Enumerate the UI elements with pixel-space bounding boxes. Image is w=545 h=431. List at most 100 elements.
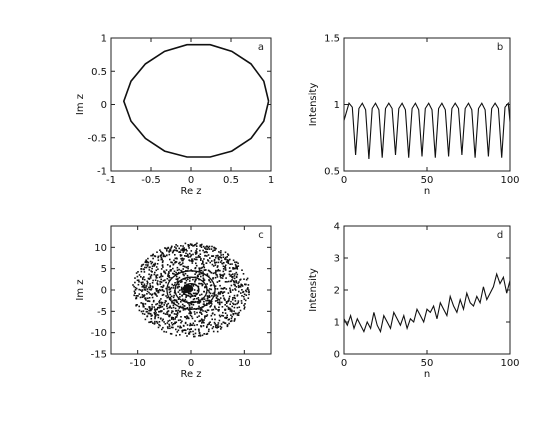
scatter-point xyxy=(177,271,180,274)
scatter-point xyxy=(142,281,144,284)
scatter-point xyxy=(156,288,158,290)
scatter-point xyxy=(233,319,236,321)
scatter-point xyxy=(142,268,145,270)
scatter-point xyxy=(195,252,198,255)
scatter-point xyxy=(208,323,210,325)
scatter-point xyxy=(236,295,239,297)
scatter-point xyxy=(164,255,166,258)
scatter-point xyxy=(230,320,233,322)
scatter-point xyxy=(179,293,181,295)
scatter-point xyxy=(152,254,154,257)
scatter-point xyxy=(138,293,141,295)
scatter-point xyxy=(161,294,164,296)
scatter-point xyxy=(219,269,221,272)
x-tick-label: 1 xyxy=(268,175,274,186)
scatter-point xyxy=(198,268,201,270)
scatter-point xyxy=(193,298,196,300)
x-axis-label: n xyxy=(424,369,430,380)
scatter-point xyxy=(156,322,159,324)
scatter-point xyxy=(231,305,233,308)
scatter-point xyxy=(238,281,240,283)
scatter-point xyxy=(146,290,149,293)
scatter-point xyxy=(173,270,176,273)
scatter-point xyxy=(187,256,190,258)
scatter-point xyxy=(185,248,187,251)
scatter-point xyxy=(177,319,180,322)
scatter-point xyxy=(230,284,233,287)
scatter-point xyxy=(187,244,189,246)
scatter-point xyxy=(200,309,202,312)
scatter-point xyxy=(141,277,144,279)
scatter-point xyxy=(219,284,221,287)
scatter-point xyxy=(207,269,210,272)
scatter-point xyxy=(210,305,212,307)
scatter-point xyxy=(140,268,142,270)
scatter-point xyxy=(212,277,214,279)
scatter-point xyxy=(230,280,232,282)
scatter-point xyxy=(207,330,210,333)
scatter-point xyxy=(231,309,233,312)
scatter-point xyxy=(165,287,167,290)
scatter-point xyxy=(214,247,216,249)
scatter-point xyxy=(244,283,246,286)
scatter-point xyxy=(235,280,237,282)
scatter-point xyxy=(148,277,150,280)
scatter-point xyxy=(151,314,153,317)
scatter-point xyxy=(156,251,158,253)
scatter-point xyxy=(233,294,236,297)
scatter-point xyxy=(232,268,234,270)
scatter-point xyxy=(181,280,183,282)
scatter-point xyxy=(216,295,219,297)
scatter-point xyxy=(160,310,162,312)
scatter-point xyxy=(232,273,234,275)
scatter-point xyxy=(151,294,153,296)
scatter-point xyxy=(161,328,163,331)
scatter-point xyxy=(218,303,221,305)
scatter-point xyxy=(174,246,176,248)
scatter-point xyxy=(157,314,160,316)
scatter-point xyxy=(197,256,199,258)
scatter-point xyxy=(145,287,147,289)
scatter-point xyxy=(225,261,228,263)
scatter-point xyxy=(160,281,163,284)
scatter-point xyxy=(194,281,196,283)
scatter-point xyxy=(178,262,180,265)
scatter-point xyxy=(202,261,204,264)
scatter-point xyxy=(160,268,163,270)
scatter-point xyxy=(202,279,205,282)
scatter-point xyxy=(200,259,202,261)
x-axis-label: n xyxy=(424,186,430,197)
scatter-point xyxy=(201,263,203,265)
scatter-point xyxy=(133,294,135,297)
scatter-point xyxy=(175,313,177,315)
scatter-point xyxy=(196,297,198,300)
scatter-point xyxy=(154,310,157,312)
scatter-point xyxy=(173,323,175,325)
scatter-point xyxy=(159,283,161,285)
scatter-point xyxy=(206,302,208,305)
scatter-point xyxy=(188,312,190,315)
scatter-point xyxy=(168,279,170,282)
scatter-point xyxy=(176,331,179,333)
scatter-point xyxy=(166,277,169,280)
scatter-point xyxy=(171,326,173,329)
scatter-point xyxy=(177,329,180,332)
scatter-point xyxy=(182,247,184,250)
scatter-point xyxy=(247,287,249,289)
scatter-point xyxy=(138,305,140,308)
scatter-point xyxy=(222,291,224,294)
scatter-point xyxy=(245,278,248,281)
scatter-point xyxy=(136,275,139,278)
scatter-point xyxy=(155,303,157,306)
scatter-point xyxy=(203,300,205,303)
scatter-point xyxy=(158,301,160,303)
scatter-point xyxy=(135,304,138,306)
scatter-point xyxy=(175,257,178,259)
scatter-point xyxy=(146,280,148,283)
scatter-point xyxy=(134,292,136,294)
scatter-point xyxy=(161,319,164,322)
scatter-point xyxy=(219,275,222,278)
scatter-point xyxy=(224,304,226,306)
scatter-point xyxy=(158,302,161,304)
scatter-point xyxy=(179,319,182,321)
